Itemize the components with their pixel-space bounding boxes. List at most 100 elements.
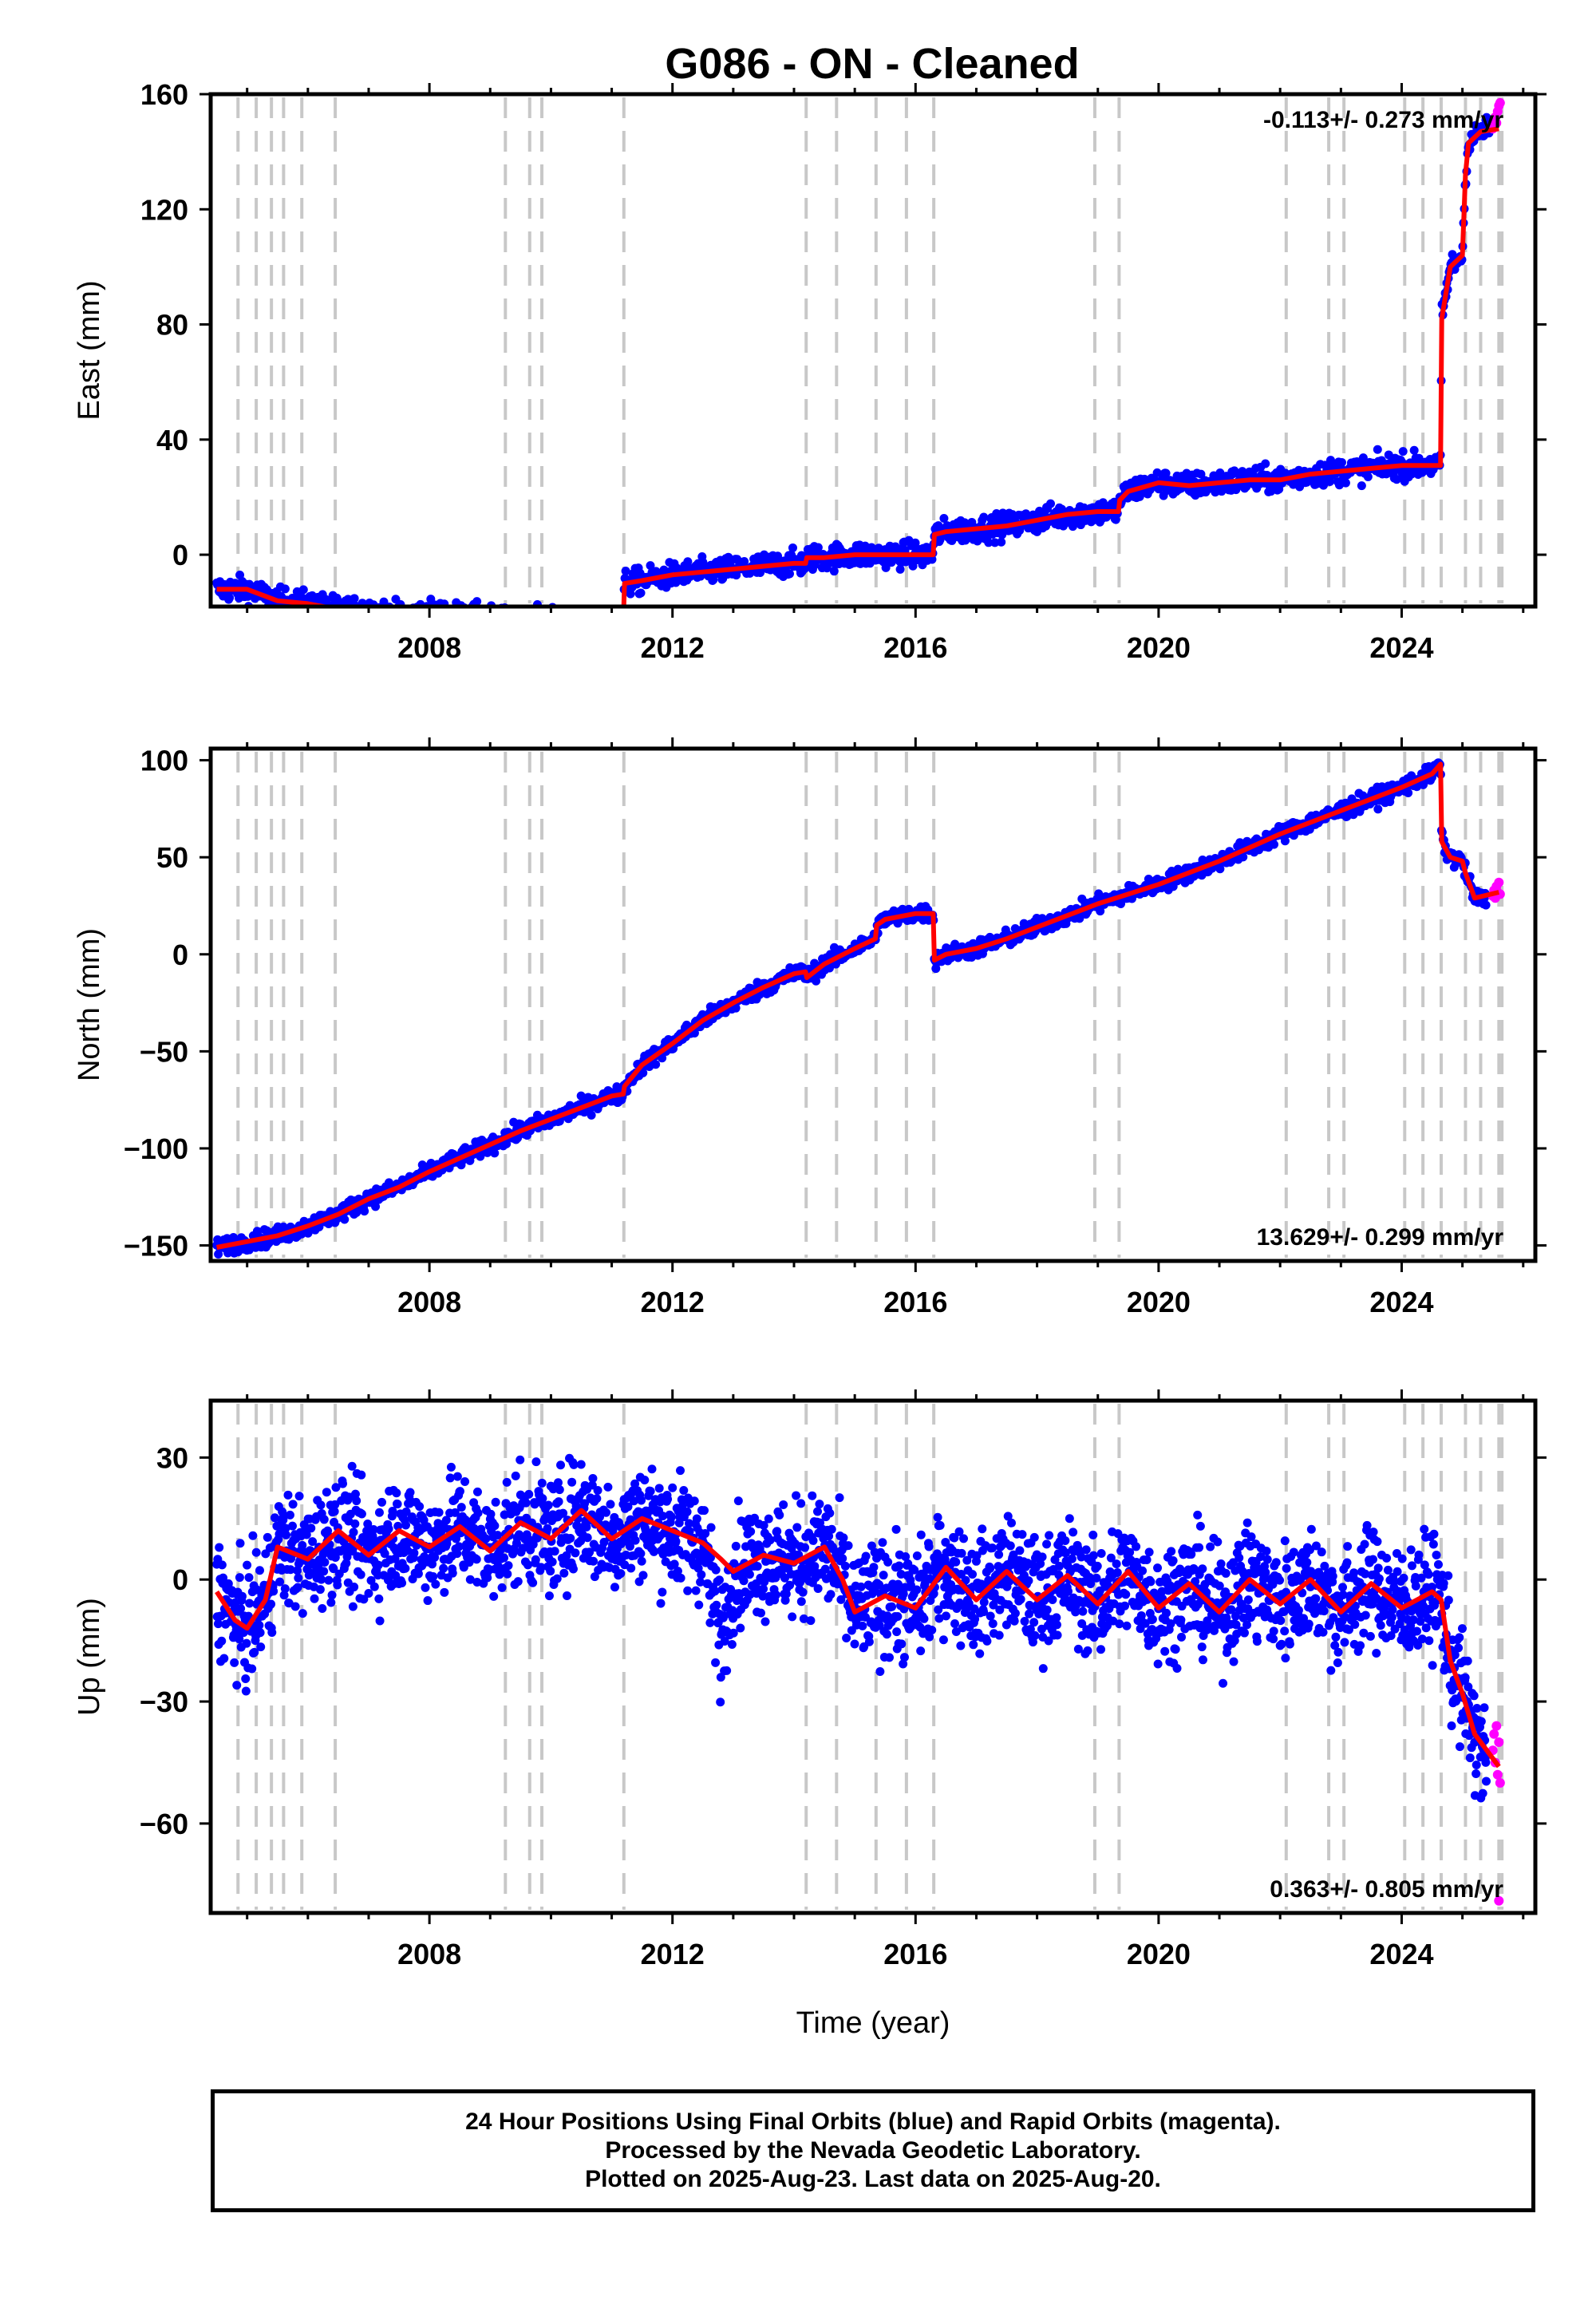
data-point (523, 619, 532, 627)
data-point (626, 1563, 636, 1573)
y-axis-label: East (mm) (73, 280, 106, 420)
data-point (676, 1466, 685, 1476)
data-point (796, 1597, 806, 1607)
data-point (1094, 889, 1104, 899)
data-point (869, 1563, 879, 1572)
data-point (850, 1639, 859, 1649)
data-point (348, 1602, 358, 1611)
data-point (312, 608, 321, 617)
data-point (397, 611, 406, 619)
data-point (523, 621, 531, 630)
data-point (454, 1542, 464, 1551)
y-tick-label: −50 (140, 1035, 188, 1068)
data-point (683, 1586, 693, 1595)
data-point (458, 616, 467, 625)
y-tick-label: 40 (156, 424, 188, 456)
data-point (950, 1619, 960, 1629)
data-point (496, 626, 505, 634)
y-tick-label: 0 (172, 939, 188, 971)
data-point (562, 626, 571, 635)
data-point (758, 1591, 768, 1601)
data-point (255, 1628, 265, 1638)
data-point (418, 609, 427, 618)
data-point (338, 1479, 348, 1488)
data-point (527, 613, 535, 622)
data-point (559, 615, 567, 624)
data-point (457, 621, 466, 630)
data-point (634, 1577, 644, 1587)
data-point (316, 1500, 326, 1510)
data-point (503, 1569, 512, 1579)
data-point (407, 611, 416, 619)
data-point (244, 1573, 254, 1583)
data-point (519, 618, 527, 626)
data-point (359, 1595, 369, 1604)
data-point (414, 613, 423, 622)
data-point (477, 622, 486, 630)
data-point (571, 1501, 581, 1511)
data-point (347, 1461, 357, 1471)
data-point (280, 584, 290, 594)
data-point (339, 611, 348, 620)
data-point (531, 618, 539, 626)
data-point (367, 619, 376, 627)
data-point (599, 1537, 609, 1547)
data-point (605, 618, 614, 626)
data-point (523, 1560, 533, 1570)
data-point (912, 1551, 922, 1560)
data-point (582, 610, 591, 619)
data-point (629, 1496, 638, 1506)
data-point (1363, 472, 1373, 481)
data-point (456, 614, 464, 622)
data-point (534, 626, 543, 634)
data-point (342, 611, 351, 619)
data-point (600, 619, 609, 628)
data-point (506, 619, 515, 628)
data-point (318, 1550, 328, 1559)
data-point (1373, 804, 1383, 814)
data-point (269, 1587, 279, 1596)
data-point (543, 1524, 552, 1533)
data-point (358, 611, 366, 619)
data-point (449, 614, 458, 622)
y-tick-label: −100 (124, 1132, 188, 1165)
data-point (799, 1614, 808, 1623)
y-tick-label: 80 (156, 309, 188, 342)
data-point (298, 1609, 307, 1618)
data-point (251, 1547, 261, 1557)
data-point (1398, 447, 1408, 456)
data-point (400, 611, 409, 620)
data-point (421, 1583, 430, 1592)
data-point (472, 597, 482, 607)
data-point (364, 1588, 373, 1598)
data-point (1319, 480, 1329, 490)
data-point (968, 1570, 978, 1579)
data-point (331, 1483, 341, 1492)
data-point (410, 610, 419, 619)
data-point (555, 624, 563, 633)
x-tick-label: 2016 (883, 1286, 947, 1318)
data-point (310, 612, 318, 621)
data-point (692, 1514, 701, 1524)
data-point (397, 1578, 407, 1587)
data-point (547, 1557, 557, 1567)
data-point (861, 1551, 871, 1561)
data-point (910, 1565, 919, 1575)
data-point (413, 619, 422, 628)
data-point (452, 1549, 462, 1559)
data-point (563, 614, 571, 622)
data-point (601, 1508, 610, 1517)
data-point (384, 1524, 393, 1534)
data-point (934, 1614, 944, 1623)
data-point (434, 1508, 444, 1517)
data-point (546, 1567, 555, 1576)
data-point (808, 1535, 818, 1545)
data-point (824, 963, 834, 973)
data-point (369, 619, 377, 628)
data-point (705, 1553, 715, 1563)
data-point (759, 1584, 768, 1594)
data-point (658, 1053, 667, 1063)
data-point (328, 609, 337, 618)
data-point (409, 611, 418, 620)
data-point (357, 1509, 366, 1519)
